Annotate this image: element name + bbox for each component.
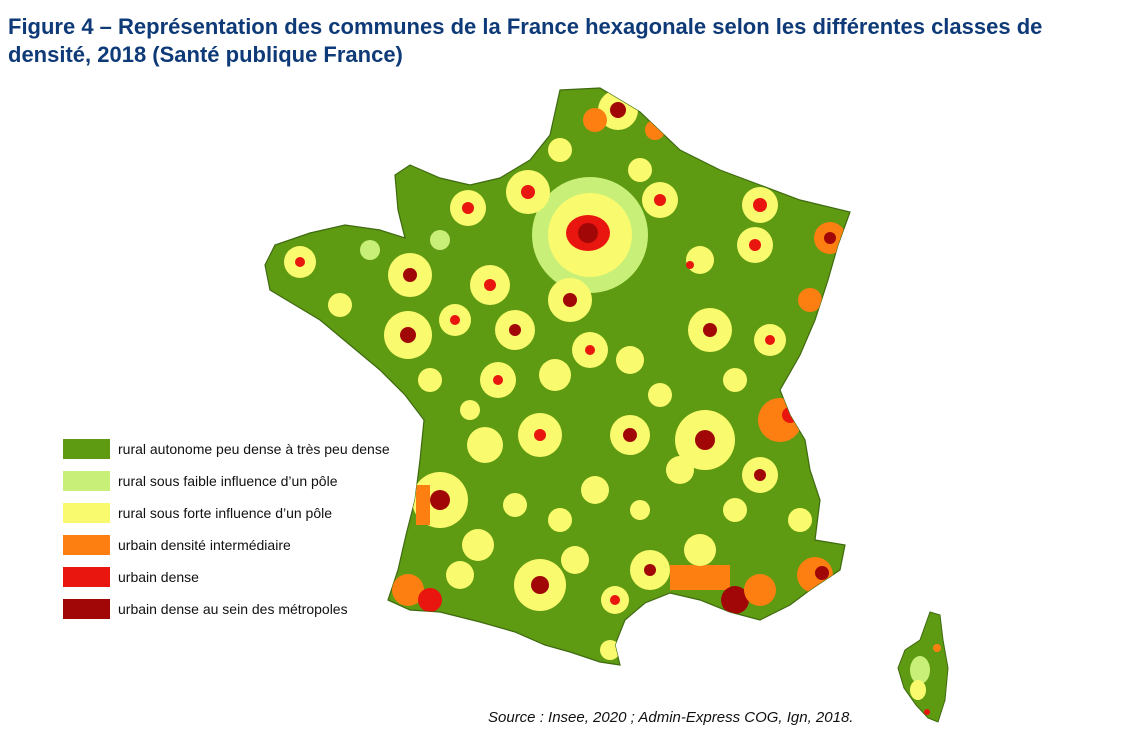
legend-swatch bbox=[63, 471, 110, 491]
legend-label: urbain dense au sein des métropoles bbox=[118, 601, 348, 617]
legend-label: rural sous forte influence d’un pôle bbox=[118, 505, 333, 521]
legend-item-rural-autonome: rural autonome peu dense à très peu dens… bbox=[63, 433, 423, 465]
density-zones bbox=[284, 90, 846, 660]
legend-label: rural sous faible influence d’un pôle bbox=[118, 473, 338, 489]
source-note: Source : Insee, 2020 ; Admin-Express COG… bbox=[488, 709, 854, 726]
legend-item-urbain-intermediaire: urbain densité intermédiaire bbox=[63, 529, 423, 561]
legend-swatch bbox=[63, 599, 110, 619]
map-legend: rural autonome peu dense à très peu dens… bbox=[63, 433, 423, 625]
legend-swatch bbox=[63, 567, 110, 587]
legend-swatch bbox=[63, 503, 110, 523]
map-area bbox=[0, 80, 1139, 730]
legend-item-rural-faible-influence: rural sous faible influence d’un pôle bbox=[63, 465, 423, 497]
figure-title: Figure 4 – Représentation des communes d… bbox=[8, 14, 1043, 67]
legend-label: urbain dense bbox=[118, 569, 199, 585]
france-map bbox=[264, 87, 949, 723]
legend-label: rural autonome peu dense à très peu dens… bbox=[118, 441, 390, 457]
legend-label: urbain densité intermédiaire bbox=[118, 537, 291, 553]
legend-item-urbain-dense: urbain dense bbox=[63, 561, 423, 593]
legend-item-urbain-metropoles: urbain dense au sein des métropoles bbox=[63, 593, 423, 625]
legend-swatch bbox=[63, 535, 110, 555]
legend-item-rural-forte-influence: rural sous forte influence d’un pôle bbox=[63, 497, 423, 529]
legend-swatch bbox=[63, 439, 110, 459]
